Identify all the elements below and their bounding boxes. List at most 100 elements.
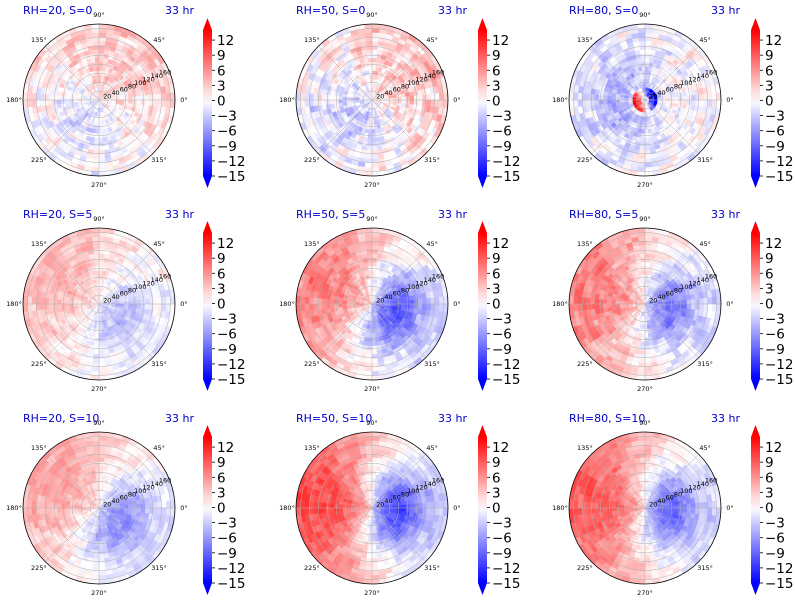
heatmap-cell: [91, 32, 100, 38]
angle-tick-label: 0°: [180, 96, 187, 104]
heatmap-cell: [644, 44, 651, 50]
heatmap-cell: [31, 92, 37, 101]
heatmap-cell: [96, 320, 100, 326]
heatmap-cell: [371, 32, 380, 38]
heatmap-cell: [31, 99, 37, 108]
heatmap-cell: [98, 49, 105, 55]
colorbar-tick-label: 3: [217, 281, 226, 297]
heatmap-cell: [637, 128, 643, 134]
panel-time-label: 33 hr: [438, 4, 467, 17]
heatmap-cell: [98, 345, 105, 351]
radial-tick-label: 20: [376, 93, 384, 101]
colorbar-extend-max: [203, 221, 212, 233]
heatmap-cell: [136, 95, 142, 101]
heatmap-cell: [384, 303, 390, 306]
heatmap-cell: [682, 99, 688, 105]
colorbar-gradient: [203, 233, 212, 379]
heatmap-cell: [153, 303, 159, 311]
colorbar-tick-label: −15: [765, 169, 794, 185]
heatmap-cell: [119, 99, 125, 103]
heatmap-cell: [682, 95, 688, 101]
heatmap-cell: [312, 99, 318, 107]
heatmap-cell: [695, 94, 701, 101]
heatmap-cell: [401, 99, 406, 104]
heatmap-cell: [388, 303, 394, 307]
heatmap-cell: [95, 129, 100, 134]
radial-tick-label: 20: [649, 93, 657, 101]
heatmap-cell: [585, 93, 591, 101]
radial-tick-label: 140: [151, 72, 163, 80]
heatmap-cell: [98, 150, 105, 156]
heatmap-cell: [396, 303, 402, 308]
heatmap-cell: [161, 303, 167, 312]
heatmap-cell: [31, 303, 37, 312]
heatmap-cell: [368, 129, 373, 134]
angle-tick-label: 135°: [577, 36, 593, 44]
heatmap-cell: [136, 299, 142, 305]
heatmap-cell: [364, 128, 370, 134]
heatmap-cell: [136, 303, 142, 309]
heatmap-cell: [161, 296, 167, 305]
heatmap-cell: [657, 99, 663, 102]
angle-tick-label: 225°: [31, 360, 47, 368]
heatmap-cell: [367, 57, 373, 63]
colorbar-extend-max: [751, 18, 760, 30]
heatmap-cell: [98, 74, 102, 80]
heatmap-cell: [52, 99, 58, 106]
heatmap-cell: [611, 92, 617, 98]
heatmap-cell: [93, 141, 100, 147]
heatmap-cell: [73, 301, 79, 305]
heatmap-cell: [119, 303, 125, 307]
heatmap-cell: [638, 154, 646, 160]
colorbar-tick-label: −15: [217, 372, 246, 388]
heatmap-cell: [644, 154, 652, 160]
panel-title: RH=20, S=5: [23, 208, 92, 221]
colorbar-tick-label: −9: [492, 139, 512, 155]
heatmap-cell: [346, 97, 352, 101]
colorbar-tick-label: 3: [217, 78, 226, 94]
heatmap-cell: [312, 93, 318, 101]
colorbar-tick-label: −12: [492, 154, 521, 170]
angle-tick-label: 180°: [279, 96, 295, 104]
colorbar-tick-label: 0: [217, 93, 226, 109]
heatmap-cell: [354, 98, 360, 101]
heatmap-cell: [417, 94, 423, 101]
heatmap-cell: [98, 282, 102, 288]
heatmap-cell: [594, 94, 600, 101]
colorbar-tick-label: 0: [492, 93, 501, 109]
heatmap-cell: [92, 358, 100, 364]
heatmap-cell: [639, 141, 646, 147]
heatmap-cell: [371, 145, 378, 151]
angle-tick-label: 270°: [91, 181, 107, 189]
colorbar-tick-label: 6: [217, 266, 226, 282]
heatmap-cell: [94, 57, 100, 63]
heatmap-cell: [98, 358, 106, 364]
polar-panel: 0°45°90°135°180°225°270°315°20 40 60 801001…: [279, 4, 467, 189]
colorbar-extend-max: [478, 18, 487, 30]
angle-tick-label: 270°: [637, 181, 653, 189]
heatmap-cell: [98, 137, 104, 143]
heatmap-cell: [140, 94, 146, 101]
heatmap-cell: [93, 145, 100, 151]
heatmap-cell: [346, 301, 352, 305]
colorbar-tick-label: −12: [765, 154, 794, 170]
angle-tick-label: 180°: [552, 96, 568, 104]
heatmap-cell: [434, 99, 440, 108]
heatmap-cell: [98, 354, 105, 360]
heatmap-cell: [371, 150, 378, 156]
heatmap-cell: [642, 116, 646, 122]
heatmap-cell: [642, 120, 646, 126]
colorbar-tick-label: −15: [492, 169, 521, 185]
heatmap-cell: [93, 345, 100, 351]
heatmap-cell: [161, 92, 167, 101]
heatmap-cell: [686, 94, 692, 101]
heatmap-cell: [644, 32, 653, 38]
heatmap-cell: [161, 99, 167, 108]
colorbar-tick-label: −12: [217, 357, 246, 373]
heatmap-cell: [644, 137, 650, 143]
heatmap-cell: [371, 274, 376, 280]
heatmap-cell: [91, 162, 100, 168]
heatmap-cell: [48, 298, 54, 305]
